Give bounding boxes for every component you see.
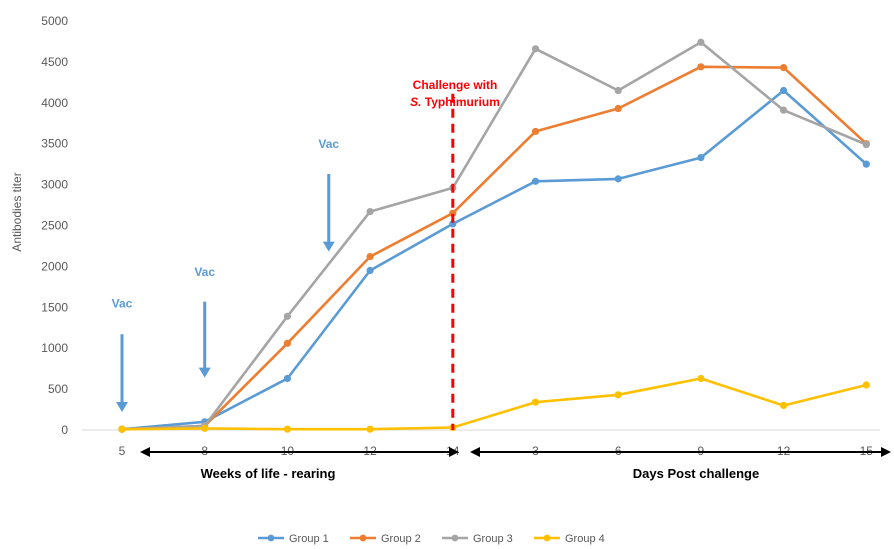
data-point bbox=[862, 140, 870, 149]
vac-arrow-head bbox=[198, 367, 211, 378]
y-tick-label: 1500 bbox=[41, 300, 68, 314]
data-point bbox=[283, 312, 291, 320]
data-point bbox=[531, 398, 540, 406]
phase-label-right: Days Post challenge bbox=[633, 466, 759, 481]
data-point bbox=[614, 86, 622, 95]
legend-label: Group 4 bbox=[565, 533, 605, 545]
y-tick-label: 0 bbox=[61, 423, 68, 437]
data-point bbox=[780, 401, 788, 410]
phase-arrow-left bbox=[140, 447, 459, 457]
data-point bbox=[780, 86, 788, 95]
phase-arrow-left-head-end bbox=[449, 447, 459, 457]
data-point bbox=[531, 45, 540, 53]
data-point bbox=[780, 64, 788, 72]
data-point bbox=[366, 425, 374, 433]
legend-item: Group 4 bbox=[534, 533, 605, 545]
vac-label: Vac bbox=[112, 296, 133, 310]
legend-swatch-marker bbox=[267, 534, 275, 542]
data-point bbox=[697, 38, 705, 46]
data-point bbox=[449, 220, 457, 228]
y-tick-label: 3500 bbox=[41, 137, 68, 151]
data-point bbox=[697, 154, 705, 162]
legend: Group 1 Group 2 Group 3 Group 4 bbox=[258, 533, 605, 545]
data-point bbox=[366, 266, 374, 275]
data-point bbox=[283, 425, 291, 433]
legend-item: Group 1 bbox=[258, 533, 329, 545]
data-point bbox=[283, 339, 291, 347]
data-point bbox=[697, 374, 705, 383]
legend-swatch-marker bbox=[543, 534, 551, 542]
phase-arrow-right bbox=[470, 447, 891, 457]
series-layer bbox=[118, 38, 870, 433]
challenge-label: Challenge with S. Typhimurium bbox=[410, 78, 500, 109]
phase-label-left: Weeks of life - rearing bbox=[201, 466, 336, 481]
challenge-label-line1: Challenge with bbox=[413, 78, 498, 92]
series-group-1 bbox=[118, 86, 870, 433]
data-point bbox=[366, 252, 374, 261]
legend-swatch-marker bbox=[359, 534, 367, 542]
data-point bbox=[614, 391, 622, 399]
series-group-4 bbox=[118, 374, 870, 433]
y-tick-label: 2000 bbox=[41, 259, 68, 273]
data-point bbox=[862, 381, 870, 389]
data-point bbox=[118, 425, 126, 433]
series-line bbox=[121, 89, 868, 431]
y-tick-label: 5000 bbox=[41, 14, 68, 28]
y-tick-label: 4500 bbox=[41, 55, 68, 69]
data-point bbox=[697, 63, 705, 71]
legend-item: Group 2 bbox=[350, 533, 421, 545]
y-tick-label: 1000 bbox=[41, 341, 68, 355]
data-point bbox=[531, 177, 540, 185]
legend-label: Group 3 bbox=[473, 533, 513, 545]
y-axis-tick-labels: 0 500 1000 1500 2000 2500 3000 3500 4000 4500 5000 bbox=[41, 14, 68, 437]
phase-arrow-left-head-start bbox=[140, 447, 150, 457]
series-line bbox=[121, 377, 867, 431]
legend-swatch-marker bbox=[451, 534, 459, 542]
data-point bbox=[201, 424, 209, 432]
data-point bbox=[862, 160, 870, 168]
challenge-label-line2: S. Typhimurium bbox=[410, 95, 500, 109]
phase-arrow-right-head-end bbox=[881, 447, 891, 457]
series-line bbox=[121, 65, 868, 431]
data-point bbox=[283, 374, 291, 383]
vac-arrow-head bbox=[322, 241, 335, 252]
vac-label: Vac bbox=[194, 265, 215, 279]
legend-label: Group 1 bbox=[289, 533, 329, 545]
challenge-species-abbrev: S. bbox=[410, 95, 421, 109]
legend-label: Group 2 bbox=[381, 533, 421, 545]
data-point bbox=[614, 175, 622, 183]
data-point bbox=[614, 104, 622, 113]
y-tick-label: 3000 bbox=[41, 178, 68, 192]
data-point bbox=[780, 106, 788, 114]
y-tick-label: 4000 bbox=[41, 96, 68, 110]
data-point bbox=[449, 209, 457, 217]
data-point bbox=[366, 207, 374, 216]
vac-arrow-head bbox=[116, 402, 128, 413]
x-tick-label: 5 bbox=[119, 444, 126, 458]
y-axis-title: Antibodies titer bbox=[10, 172, 24, 251]
legend-item: Group 3 bbox=[442, 533, 513, 545]
series-line bbox=[121, 40, 867, 431]
data-point bbox=[531, 127, 540, 136]
phase-arrow-right-head-start bbox=[470, 447, 480, 457]
challenge-species-name: Typhimurium bbox=[425, 95, 500, 109]
vac-label: Vac bbox=[318, 137, 339, 151]
y-tick-label: 500 bbox=[48, 382, 68, 396]
annotation-layer: Vac Vac Vac bbox=[112, 93, 455, 430]
y-tick-label: 2500 bbox=[41, 219, 68, 233]
